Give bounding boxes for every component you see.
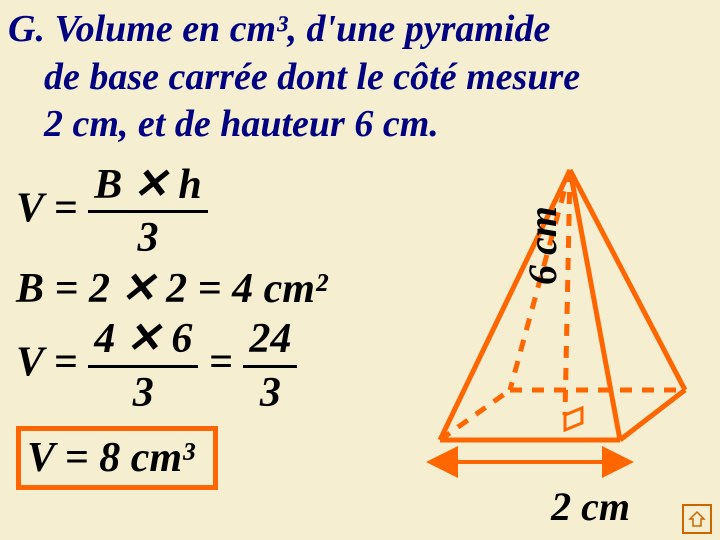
v-eq2: V = xyxy=(16,340,78,386)
sub-fraction1: 4 ✕ 6 3 xyxy=(88,314,198,418)
volume-formula: V = B ✕ h 3 xyxy=(16,160,327,264)
problem-line3: 2 cm, et de hauteur 6 cm. xyxy=(8,103,439,145)
v-eq: V = xyxy=(16,186,78,232)
height-label: 6 cm xyxy=(519,206,566,285)
base-calc: B = 2 ✕ 2 = 4 cm² xyxy=(16,264,327,314)
calculation-block: V = B ✕ h 3 B = 2 ✕ 2 = 4 cm² V = 4 ✕ 6 … xyxy=(16,160,327,490)
base-label: 2 cm xyxy=(551,483,630,530)
volume-substitution: V = 4 ✕ 6 3 = 24 3 xyxy=(16,314,327,418)
sub-den1: 3 xyxy=(88,368,198,418)
sub-num1: 4 ✕ 6 xyxy=(88,314,198,367)
home-icon[interactable] xyxy=(682,504,712,534)
result-text: V = 8 cm³ xyxy=(27,435,195,481)
formula-denominator: 3 xyxy=(88,213,208,263)
problem-line2: de base carrée dont le côté mesure xyxy=(8,56,580,98)
sub-den2: 3 xyxy=(243,368,297,418)
pyramid-svg xyxy=(420,150,700,480)
pyramid-figure xyxy=(420,150,700,510)
problem-line1: G. Volume en cm³, d'une pyramide xyxy=(8,8,550,50)
problem-statement: G. Volume en cm³, d'une pyramide de base… xyxy=(8,6,718,149)
formula-numerator: B ✕ h xyxy=(88,160,208,213)
sub-num2: 24 xyxy=(243,314,297,367)
sub-eq: = xyxy=(209,340,233,386)
result-box: V = 8 cm³ xyxy=(16,426,218,490)
sub-fraction2: 24 3 xyxy=(243,314,297,418)
formula-fraction: B ✕ h 3 xyxy=(88,160,208,264)
